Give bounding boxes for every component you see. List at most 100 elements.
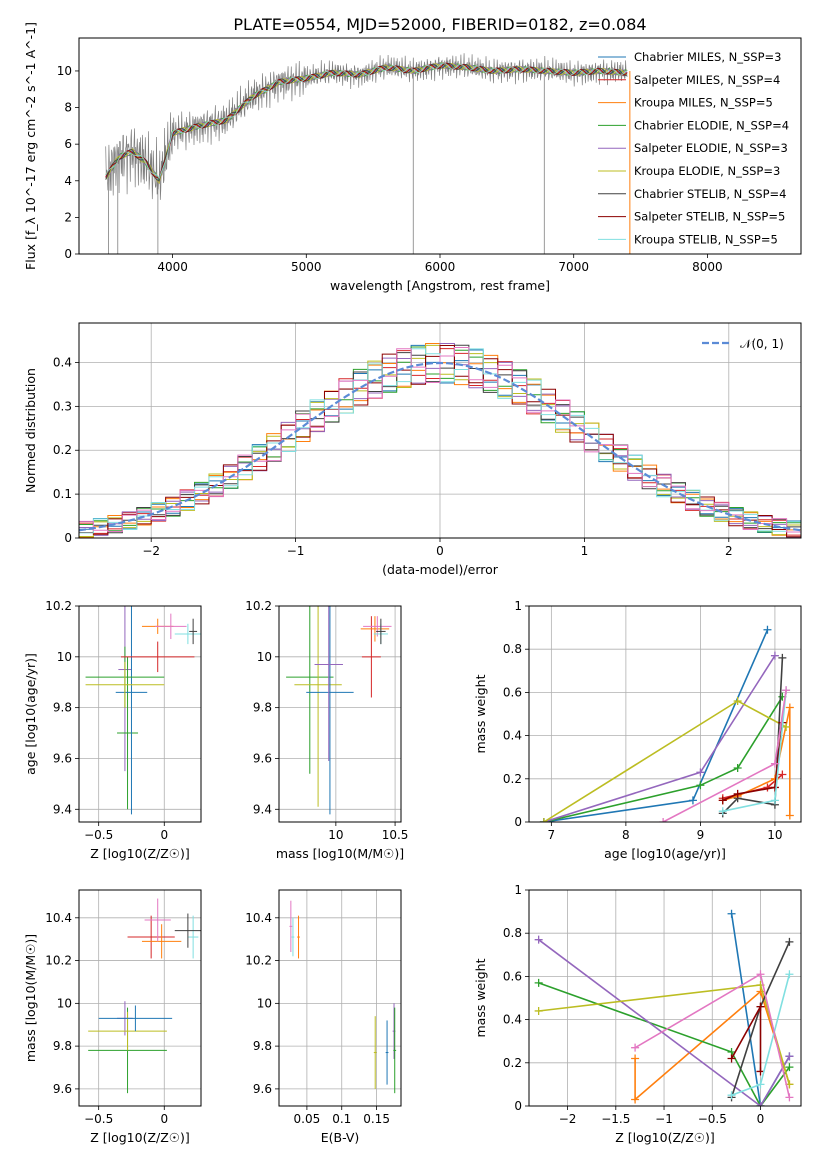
model-spectrum-line <box>105 62 628 181</box>
weight-marker <box>756 1080 765 1089</box>
weight-line <box>538 982 791 1106</box>
legend: Chabrier MILES, N_SSP=3 Salpeter MILES, N… <box>598 50 789 246</box>
axes-frame <box>278 889 402 1107</box>
x-tick-label: 0 <box>757 1112 765 1126</box>
y-tick-label: 0.6 <box>503 685 522 699</box>
x-tick-label: −2 <box>559 1112 577 1126</box>
y-tick-label: 10 <box>257 996 272 1010</box>
weight-marker <box>733 697 742 706</box>
panel-mass_vs_Z: −0.5 0 9.6 9.8 10 10.2 10.4 Z [log10(Z/Z☉)] mass… <box>23 889 202 1145</box>
y-tick-label: 4 <box>64 174 72 188</box>
histogram-series <box>79 347 801 533</box>
x-tick-label: −1 <box>655 1112 673 1126</box>
y-tick-label: 9.8 <box>253 1039 272 1053</box>
weight-marker <box>778 653 787 662</box>
y-tick-label: 9.6 <box>53 1082 72 1096</box>
y-axis-label: mass weight <box>473 958 488 1037</box>
y-tick-label: 0 <box>64 247 72 261</box>
weight-marker <box>718 796 727 805</box>
weight-marker <box>696 781 705 790</box>
weight-marker <box>631 1043 640 1052</box>
y-tick-label: 9.6 <box>253 1082 272 1096</box>
weight-line <box>722 722 784 802</box>
y-tick-label: 0.4 <box>503 729 522 743</box>
y-tick-label: 0 <box>514 815 522 829</box>
y-tick-label: 0.4 <box>503 1013 522 1027</box>
x-tick-label: −1 <box>287 544 305 558</box>
y-tick-label: 10.2 <box>245 599 272 613</box>
axes-frame <box>278 605 402 823</box>
weight-marker <box>631 1054 640 1063</box>
plot-area <box>88 898 201 1094</box>
x-tick-label: 0 <box>160 1112 168 1126</box>
x-tick-label: 7000 <box>558 260 589 274</box>
x-axis-label: E(B-V) <box>321 1130 360 1145</box>
y-tick-label: 2 <box>64 210 72 224</box>
y-tick-label: 10 <box>57 996 72 1010</box>
x-tick-label: 6000 <box>425 260 456 274</box>
weight-marker <box>727 1054 736 1063</box>
legend-label: Salpeter ELODIE, N_SSP=3 <box>634 141 788 155</box>
y-axis-label: mass [log10(M/M☉)] <box>23 934 38 1062</box>
x-tick-label: 0.1 <box>332 1112 351 1126</box>
y-tick-label: 0.3 <box>53 399 72 413</box>
weight-marker <box>770 651 779 660</box>
weight-marker <box>778 770 787 779</box>
legend-label: Chabrier STELIB, N_SSP=4 <box>634 187 786 201</box>
y-tick-label: 9.4 <box>253 802 272 816</box>
y-tick-label: 9.8 <box>53 1039 72 1053</box>
weight-marker <box>756 970 765 979</box>
x-axis-label: (data-model)/error <box>382 562 499 577</box>
legend-label: Kroupa MILES, N_SSP=5 <box>634 96 773 110</box>
weight-marker <box>756 1002 765 1011</box>
panel-spectrum: 4000 5000 6000 7000 8000 0 2 4 6 8 10 wavelength [A… <box>23 22 802 293</box>
legend-label: Chabrier ELODIE, N_SSP=4 <box>634 118 789 132</box>
y-axis-label: Flux [f_λ 10^-17 erg cm^-2 s^-1 A^-1] <box>23 22 38 270</box>
y-tick-label: 0.2 <box>53 443 72 457</box>
legend-label: Kroupa ELODIE, N_SSP=3 <box>634 164 780 178</box>
normal-curve <box>79 361 801 532</box>
weight-marker <box>782 722 791 731</box>
axes-frame <box>528 889 802 1107</box>
y-tick-label: 8 <box>64 101 72 115</box>
y-axis-label: age [log10(age/yr)] <box>23 653 38 775</box>
weight-marker <box>770 759 779 768</box>
weight-marker <box>785 703 794 712</box>
legend-label: Salpeter MILES, N_SSP=4 <box>634 73 780 87</box>
x-axis-label: age [log10(age/yr)] <box>604 846 726 861</box>
weight-marker <box>696 768 705 777</box>
x-axis-label: mass [log10(M/M☉)] <box>276 846 404 861</box>
axes-frame <box>78 605 202 823</box>
y-tick-label: 10.4 <box>245 911 272 925</box>
y-tick-label: 10.4 <box>45 911 72 925</box>
x-tick-label: 0 <box>160 828 168 842</box>
x-tick-label: −2 <box>142 544 160 558</box>
axes-frame <box>78 889 202 1107</box>
weight-marker <box>785 1093 794 1102</box>
weight-marker <box>733 789 742 798</box>
weight-marker <box>770 783 779 792</box>
x-tick-label: −0.5 <box>84 1112 113 1126</box>
weight-line <box>722 657 784 814</box>
y-tick-label: 9.4 <box>53 802 72 816</box>
legend-label: Chabrier MILES, N_SSP=3 <box>634 50 781 64</box>
x-tick-label: 0.05 <box>294 1112 321 1126</box>
model-spectrum-line <box>105 62 628 180</box>
panel-age_vs_Z: −0.5 0 9.4 9.6 9.8 10 10.2 Z [log10(Z/Z☉)] age [… <box>23 599 202 861</box>
weight-line <box>543 655 776 822</box>
axes-frame <box>528 605 802 823</box>
plot-area <box>105 53 631 254</box>
x-tick-label: 7 <box>548 828 556 842</box>
panel-age_vs_mass: 10 10.5 9.4 9.6 9.8 10 10.2 mass [log10(M/M☉)] <box>245 599 408 861</box>
plot-area <box>286 606 392 815</box>
plot-area <box>534 909 794 1106</box>
legend-label: 𝒩(0, 1) <box>740 337 784 351</box>
legend-label: Kroupa STELIB, N_SSP=5 <box>634 232 778 246</box>
weight-marker <box>770 796 779 805</box>
legend: 𝒩(0, 1) <box>702 337 784 351</box>
plot-area <box>289 900 397 1094</box>
weight-line <box>538 939 791 1106</box>
x-tick-label: 0 <box>436 544 444 558</box>
panel-weight_vs_age: 7 8 9 10 0 0.2 0.4 0.6 0.8 1 age [log10(age/yr)] ma… <box>473 599 802 861</box>
weight-marker <box>718 807 727 816</box>
